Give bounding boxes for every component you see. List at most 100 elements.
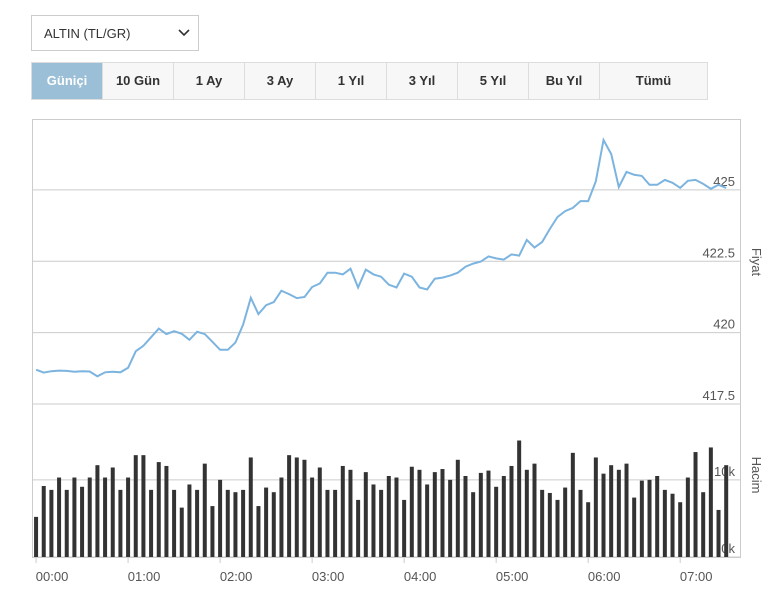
volume-bar — [187, 484, 192, 557]
x-tick-label: 04:00 — [404, 569, 437, 584]
y-tick-label: 0k — [721, 541, 735, 556]
volume-bar — [601, 473, 606, 557]
volume-bar — [233, 492, 238, 557]
volume-bar — [57, 477, 62, 557]
volume-bar — [363, 472, 368, 557]
y-axis-label: Hacim — [749, 457, 764, 494]
x-tick-label: 01:00 — [128, 569, 161, 584]
volume-bar — [478, 472, 483, 557]
volume-bar — [164, 465, 169, 557]
volume-bar — [317, 467, 322, 557]
volume-bar — [547, 492, 552, 557]
chart-frame — [32, 119, 741, 558]
volume-bar — [195, 489, 200, 557]
volume-bar — [80, 486, 85, 557]
volume-bar — [509, 465, 514, 557]
volume-bar — [394, 477, 399, 557]
volume-bar — [578, 489, 583, 557]
volume-bar — [555, 499, 560, 557]
volume-bar — [379, 489, 384, 557]
volume-bar — [440, 469, 445, 557]
volume-bar — [371, 484, 376, 557]
volume-bar — [609, 465, 614, 557]
volume-bar — [133, 455, 138, 557]
volume-bar — [624, 463, 629, 557]
chevron — [178, 29, 190, 37]
volume-bar — [448, 479, 453, 557]
volume-bar — [172, 489, 177, 557]
y-tick-label: 417.5 — [702, 388, 735, 403]
volume-bar — [701, 492, 706, 557]
volume-bar — [593, 457, 598, 557]
x-tick-label: 06:00 — [588, 569, 621, 584]
volume-bar — [118, 489, 123, 557]
volume-bar — [49, 489, 54, 557]
volume-bar — [248, 457, 253, 557]
range-tab[interactable]: 10 Gün — [103, 63, 174, 99]
range-tab[interactable]: 5 Yıl — [458, 63, 529, 99]
volume-bar — [87, 477, 92, 557]
range-tab[interactable]: 1 Yıl — [316, 63, 387, 99]
volume-bar — [256, 506, 261, 557]
range-tab[interactable]: Tümü — [600, 63, 707, 99]
volume-bar — [103, 477, 108, 557]
range-tab[interactable]: 1 Ay — [174, 63, 245, 99]
volume-bar — [264, 487, 269, 557]
select-label: ALTIN (TL/GR) — [44, 26, 131, 41]
volume-bar — [708, 447, 713, 557]
instrument-select[interactable]: ALTIN (TL/GR) — [31, 15, 199, 51]
volume-bar — [563, 487, 568, 557]
volume-bar — [41, 486, 46, 557]
volume-bar — [348, 469, 353, 557]
volume-bar — [432, 472, 437, 557]
volume-bar — [149, 489, 154, 557]
y-axis-label: Fiyat — [749, 248, 764, 277]
volume-bar — [425, 484, 430, 557]
range-tab[interactable]: 3 Yıl — [387, 63, 458, 99]
volume-bar — [210, 506, 215, 557]
y-tick-label: 420 — [713, 317, 735, 332]
volume-bar — [632, 497, 637, 557]
range-tab[interactable]: Bu Yıl — [529, 63, 600, 99]
volume-bar — [501, 475, 506, 557]
range-tabs: Güniçi 10 Gün 1 Ay 3 Ay 1 Yıl 3 Yıl 5 Yıl Bu Yı… — [31, 62, 708, 100]
volume-bar — [95, 465, 100, 557]
volume-bar — [225, 489, 230, 557]
volume-bar — [616, 469, 621, 557]
volume-bar — [202, 463, 207, 557]
volume-bar — [279, 477, 284, 557]
volume-bar — [494, 486, 499, 557]
volume-bar — [325, 489, 330, 557]
volume-bar — [386, 475, 391, 557]
volume-bar — [409, 466, 414, 557]
volume-bar — [455, 459, 460, 557]
volume-bar — [126, 477, 131, 557]
volume-bar — [647, 479, 652, 557]
x-tick-label: 02:00 — [220, 569, 253, 584]
x-tick-label: 07:00 — [680, 569, 713, 584]
range-tab[interactable]: Güniçi — [32, 63, 103, 99]
volume-bar — [693, 452, 698, 557]
volume-bar — [287, 455, 292, 557]
volume-bar — [271, 492, 276, 557]
volume-bar — [310, 477, 315, 557]
volume-bar — [110, 467, 115, 557]
volume-bar — [340, 465, 345, 557]
volume-bar — [64, 489, 69, 557]
volume-bar — [141, 455, 146, 557]
volume-bar — [678, 502, 683, 557]
volume-bar — [685, 477, 690, 557]
y-tick-label: 422.5 — [702, 245, 735, 260]
x-tick-label: 03:00 — [312, 569, 345, 584]
volume-bar — [463, 475, 468, 557]
volume-bar — [540, 489, 545, 557]
volume-bar — [179, 507, 184, 557]
volume-bar — [586, 502, 591, 557]
volume-bar — [356, 499, 361, 557]
volume-bar — [570, 452, 575, 557]
volume-bar — [156, 462, 161, 557]
volume-bar — [724, 465, 729, 557]
range-tab[interactable]: 3 Ay — [245, 63, 316, 99]
